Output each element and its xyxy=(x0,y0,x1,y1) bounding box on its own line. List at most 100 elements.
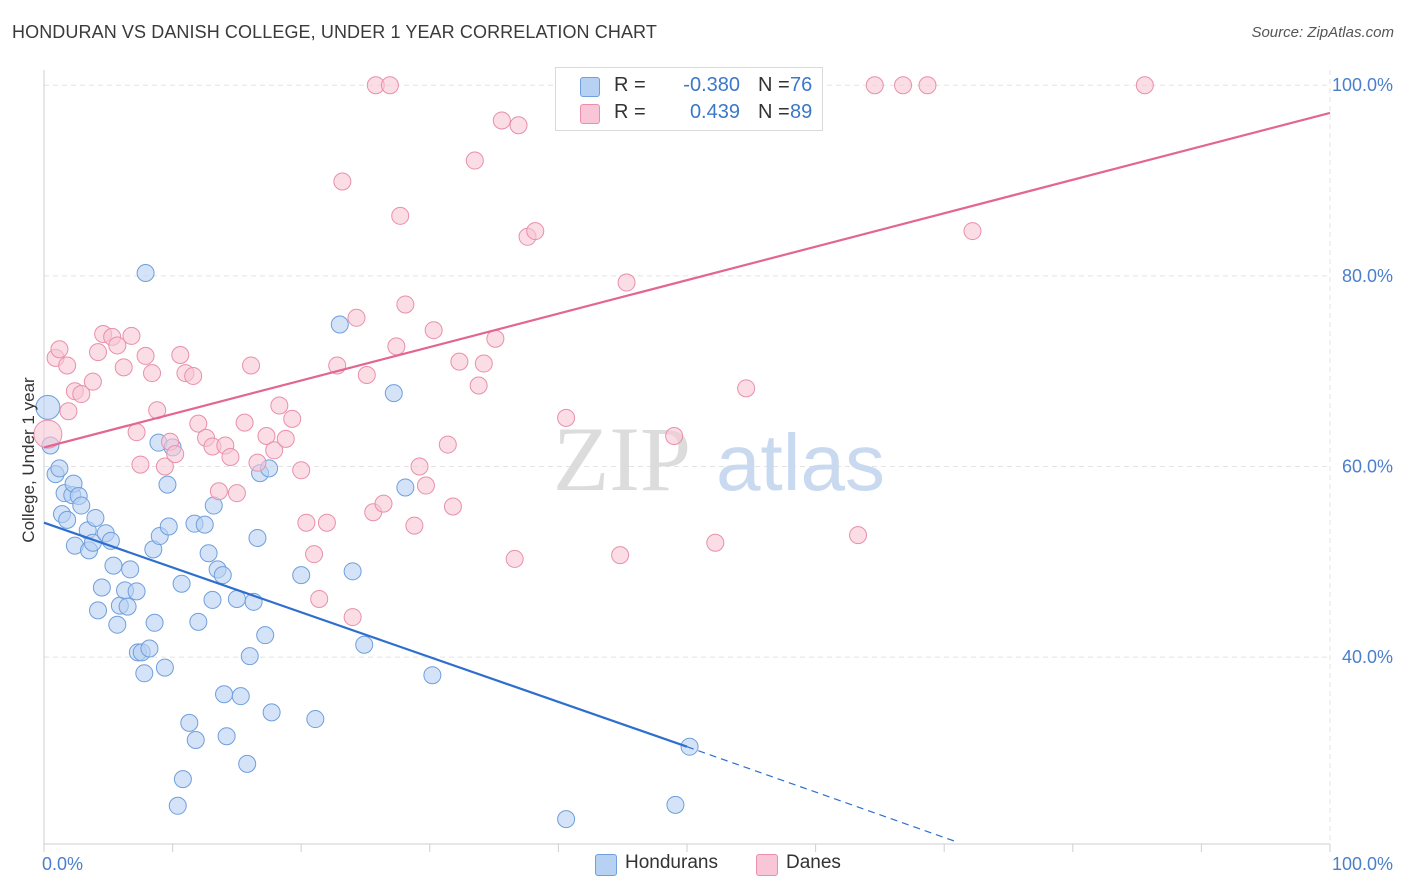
legend-n-value: 76 xyxy=(790,74,813,96)
dane-point xyxy=(58,356,77,375)
honduran-point xyxy=(231,687,250,706)
dane-point xyxy=(396,295,415,314)
watermark: ZIP atlas xyxy=(553,408,885,510)
dane-point xyxy=(283,409,302,428)
dane-point xyxy=(509,116,528,135)
dane-point xyxy=(72,385,91,404)
dane-point xyxy=(235,413,254,432)
dane-point xyxy=(391,206,410,225)
dane-point xyxy=(1135,76,1154,95)
honduran-point xyxy=(186,731,205,750)
x-tick-label: 0.0% xyxy=(42,854,83,874)
dane-point xyxy=(189,414,208,433)
honduran-point xyxy=(330,315,349,334)
dane-point xyxy=(33,419,63,449)
dane-point xyxy=(270,396,289,415)
dane-point xyxy=(611,546,630,565)
dane-point xyxy=(131,455,150,474)
honduran-point xyxy=(104,556,123,575)
legend-swatch-danes xyxy=(756,854,778,876)
honduran-point xyxy=(343,562,362,581)
honduran-point xyxy=(35,394,61,420)
honduran-point xyxy=(423,666,442,685)
legend-r-value: 0.439 xyxy=(689,101,740,123)
honduran-point xyxy=(92,578,111,597)
honduran-point xyxy=(180,713,199,732)
honduran-point xyxy=(135,664,154,683)
dane-point xyxy=(333,172,352,191)
trend-line-extension-hondurans xyxy=(686,746,958,843)
dane-point xyxy=(374,494,393,513)
dane-point xyxy=(405,516,424,535)
dane-point xyxy=(136,346,155,365)
legend-swatch-danes xyxy=(580,104,600,124)
dane-point xyxy=(469,376,488,395)
legend-n-label: N = xyxy=(758,74,790,96)
y-tick-label: 80.0% xyxy=(1342,266,1393,286)
legend-n-label: N = xyxy=(758,101,790,123)
honduran-point xyxy=(172,574,191,593)
honduran-point xyxy=(262,703,281,722)
legend-swatch-hondurans xyxy=(580,77,600,97)
dane-point xyxy=(227,484,246,503)
honduran-point xyxy=(355,635,374,654)
honduran-point xyxy=(213,566,232,585)
dane-point xyxy=(918,76,937,95)
honduran-point xyxy=(199,544,218,563)
honduran-point xyxy=(215,685,234,704)
dane-point xyxy=(665,426,684,445)
watermark-atlas: atlas xyxy=(716,418,885,507)
dane-point xyxy=(122,326,141,345)
dane-point xyxy=(59,402,78,421)
honduran-point xyxy=(168,796,187,815)
dane-point xyxy=(305,545,324,564)
dane-point xyxy=(343,608,362,627)
legend-label-hondurans: Hondurans xyxy=(625,852,718,873)
dane-point xyxy=(438,435,457,454)
dane-point xyxy=(83,372,102,391)
dane-point xyxy=(347,308,366,327)
y-tick-label: 60.0% xyxy=(1342,456,1393,476)
y-tick-label: 40.0% xyxy=(1342,647,1393,667)
dane-point xyxy=(108,336,127,355)
dane-point xyxy=(89,343,108,362)
honduran-point xyxy=(108,615,127,634)
honduran-point xyxy=(159,517,178,536)
dane-point xyxy=(184,366,203,385)
axis-layer xyxy=(43,70,1331,852)
honduran-point xyxy=(256,626,275,645)
dane-point xyxy=(424,321,443,340)
dane-point xyxy=(450,352,469,371)
y-tick-label: 100.0% xyxy=(1332,75,1393,95)
chart-source: Source: ZipAtlas.com xyxy=(1251,24,1394,41)
y-axis-label: College, Under 1 year xyxy=(19,377,38,543)
honduran-point xyxy=(217,727,236,746)
honduran-point xyxy=(189,612,208,631)
honduran-point xyxy=(203,590,222,609)
honduran-point xyxy=(292,566,311,585)
dane-point xyxy=(50,340,69,359)
honduran-point xyxy=(557,810,576,829)
dane-point xyxy=(221,447,240,466)
dane-point xyxy=(443,497,462,516)
dane-point xyxy=(894,76,913,95)
correlation-legend: R = -0.380 N = 76 R = 0.439 N = 89 xyxy=(555,67,823,131)
dane-point xyxy=(209,482,228,501)
dane-point xyxy=(114,358,133,377)
trend-layer xyxy=(43,111,1331,843)
dane-point xyxy=(737,379,756,398)
dane-point xyxy=(297,513,316,532)
honduran-point xyxy=(396,478,415,497)
honduran-point xyxy=(195,515,214,534)
dane-point xyxy=(387,337,406,356)
dane-point xyxy=(505,549,524,568)
honduran-point xyxy=(306,710,325,729)
legend-r-value: -0.380 xyxy=(683,74,740,96)
dane-point xyxy=(706,533,725,552)
dane-point xyxy=(849,526,868,545)
dane-point xyxy=(276,429,295,448)
dane-point xyxy=(248,453,267,472)
dane-point xyxy=(292,461,311,480)
honduran-point xyxy=(238,754,257,773)
